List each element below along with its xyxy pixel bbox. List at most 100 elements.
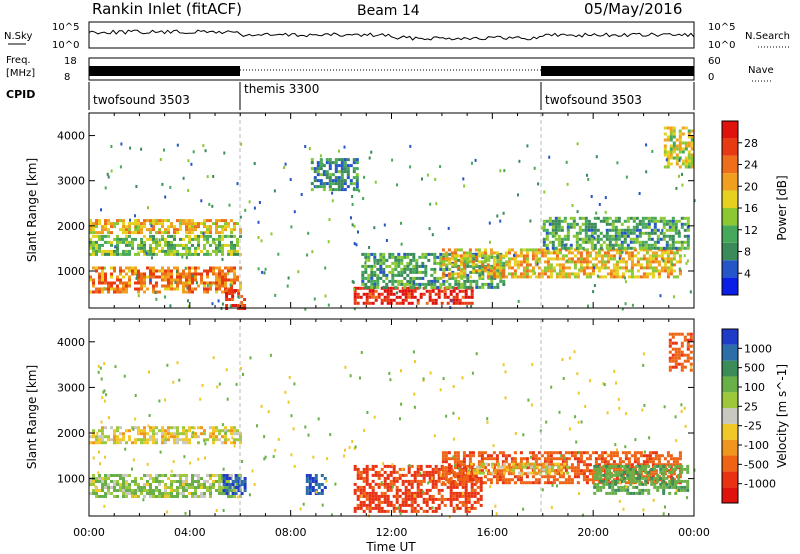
heatmap-cell — [653, 482, 657, 486]
heatmap-cell — [406, 255, 410, 259]
heatmap-cell — [516, 475, 520, 479]
heatmap-cell — [125, 474, 128, 477]
heatmap-cell — [188, 278, 191, 282]
heatmap-cell — [186, 286, 189, 290]
heatmap-cell — [412, 276, 416, 280]
heatmap-cell — [633, 254, 637, 258]
heatmap-cell — [325, 170, 329, 174]
heatmap-cell — [674, 353, 678, 357]
heatmap-cell — [536, 262, 539, 266]
heatmap-cell — [391, 282, 395, 286]
heatmap-cell — [648, 475, 652, 479]
heatmap-cell — [507, 257, 511, 261]
heatmap-cell — [534, 460, 538, 464]
heatmap-cell — [585, 275, 589, 279]
heatmap-cell — [104, 225, 107, 229]
heatmap-cell — [588, 266, 592, 270]
heatmap-cell — [491, 462, 495, 466]
colorbar-tick-label: 500 — [744, 362, 765, 375]
heatmap-cell — [315, 185, 317, 189]
heatmap-cell — [442, 267, 446, 271]
heatmap-cell — [392, 494, 396, 498]
heatmap-cell — [548, 231, 552, 235]
heatmap-cell — [430, 279, 434, 283]
heatmap-cell — [204, 442, 207, 446]
heatmap-cell — [645, 251, 649, 255]
heatmap-cell — [218, 240, 221, 244]
heatmap-cell — [639, 248, 643, 252]
heatmap-cell — [677, 332, 681, 336]
heatmap-cell — [104, 486, 107, 489]
heatmap-cell — [203, 237, 206, 241]
heatmap-cell — [662, 473, 666, 477]
heatmap-cell — [573, 475, 577, 479]
heatmap-cell — [124, 447, 127, 451]
heatmap-cell — [492, 251, 496, 255]
heatmap-cell — [557, 465, 561, 469]
heatmap-cell — [364, 285, 368, 289]
nsky-trace — [88, 29, 695, 41]
heatmap-cell — [516, 478, 520, 482]
heatmap-cell — [576, 251, 580, 255]
heatmap-cell — [460, 285, 464, 289]
heatmap-cell — [110, 275, 113, 279]
heatmap-cell — [368, 467, 372, 471]
heatmap-cell — [468, 251, 472, 255]
heatmap-cell — [522, 248, 526, 252]
heatmap-cell — [663, 147, 667, 151]
heatmap-cell — [361, 276, 365, 280]
heatmap-cell — [683, 335, 687, 339]
heatmap-cell — [270, 232, 273, 236]
heatmap-cell — [680, 353, 684, 357]
heatmap-cell — [218, 474, 221, 477]
heatmap-cell — [428, 298, 432, 302]
heatmap-cell — [419, 488, 423, 492]
heatmap-cell — [188, 438, 191, 442]
heatmap-cell — [200, 426, 203, 430]
heatmap-cell — [612, 257, 616, 261]
heatmap-cell — [203, 483, 206, 486]
heatmap-cell — [488, 255, 491, 259]
heatmap-cell — [656, 237, 660, 241]
heatmap-cell — [376, 261, 380, 265]
heatmap-cell — [116, 489, 119, 492]
heatmap-cell — [257, 267, 260, 271]
heatmap-cell — [437, 503, 441, 507]
heatmap-cell — [92, 252, 95, 256]
heatmap-cell — [377, 509, 381, 513]
heatmap-cell — [156, 476, 159, 480]
heatmap-cell — [627, 275, 631, 279]
heatmap-cell — [450, 263, 454, 267]
heatmap-cell — [651, 272, 655, 276]
heatmap-cell — [585, 469, 589, 473]
heatmap-cell — [101, 225, 104, 229]
heatmap-cell — [550, 505, 553, 509]
heatmap-cell — [368, 491, 372, 495]
heatmap-cell — [209, 269, 212, 273]
heatmap-cell — [119, 237, 122, 241]
heatmap-cell — [599, 488, 603, 492]
heatmap-cell — [353, 464, 357, 468]
heatmap-cell — [525, 263, 529, 267]
heatmap-cell — [101, 275, 104, 279]
heatmap-cell — [560, 228, 564, 232]
heatmap-cell — [447, 478, 451, 482]
heatmap-cell — [677, 362, 681, 366]
heatmap-cell — [621, 460, 625, 464]
heatmap-cell — [107, 477, 110, 480]
heatmap-cell — [89, 290, 92, 294]
heatmap-cell — [386, 500, 390, 504]
heatmap-cell — [434, 298, 438, 302]
heatmap-cell — [450, 299, 453, 303]
heatmap-cell — [140, 243, 143, 247]
heatmap-cell — [377, 470, 381, 474]
heatmap-cell — [173, 243, 176, 247]
heatmap-cell — [657, 263, 661, 267]
heatmap-cell — [444, 460, 448, 464]
heatmap-cell — [137, 251, 140, 255]
heatmap-cell — [455, 286, 459, 290]
heatmap-cell — [125, 234, 128, 238]
heatmap-cell — [191, 477, 194, 480]
heatmap-cell — [355, 158, 359, 162]
